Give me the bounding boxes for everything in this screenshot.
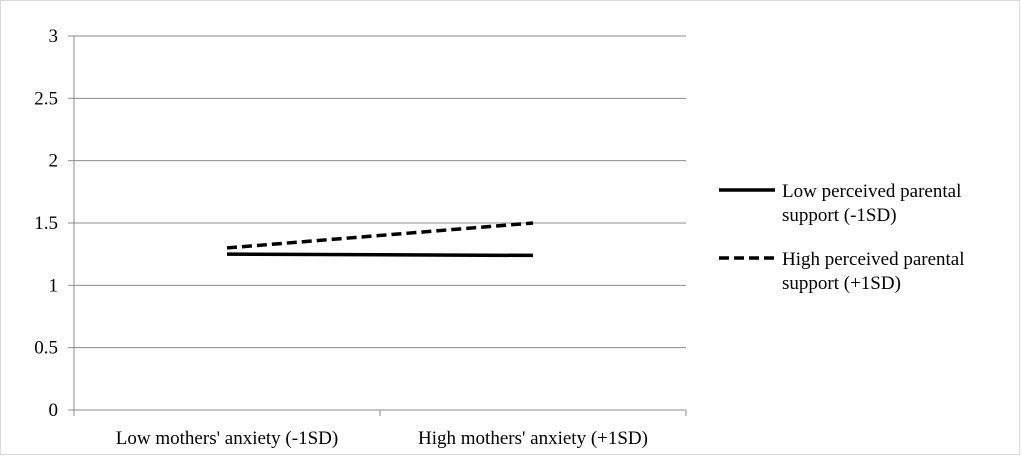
y-tick-label: 2.5 (34, 88, 58, 109)
x-tick-label: High mothers' anxiety (+1SD) (418, 428, 648, 449)
y-tick-label: 0.5 (34, 338, 58, 359)
y-tick-label: 1 (49, 275, 59, 296)
legend-label: support (+1SD) (782, 273, 901, 294)
legend-label: High perceived parental (782, 249, 965, 270)
series-line-high-support (226, 221, 534, 250)
axes: 0 0.5 1 1.5 2 2.5 3 Low mothers' anxiety (-1SD)… (34, 26, 687, 449)
y-tick-label: 0 (49, 400, 59, 421)
legend-label: support (-1SD) (782, 205, 897, 226)
y-tick-label: 2 (49, 151, 59, 172)
y-tick-label: 1.5 (34, 213, 58, 234)
series-lines (226, 221, 534, 258)
series-line-low-support (226, 252, 534, 258)
x-tick-label: Low mothers' anxiety (-1SD) (116, 428, 338, 449)
y-tick-label: 3 (49, 26, 59, 47)
legend-label: Low perceived parental (782, 181, 961, 202)
gridlines (74, 35, 686, 349)
legend: Low perceived parental support (-1SD) High… (719, 181, 965, 294)
